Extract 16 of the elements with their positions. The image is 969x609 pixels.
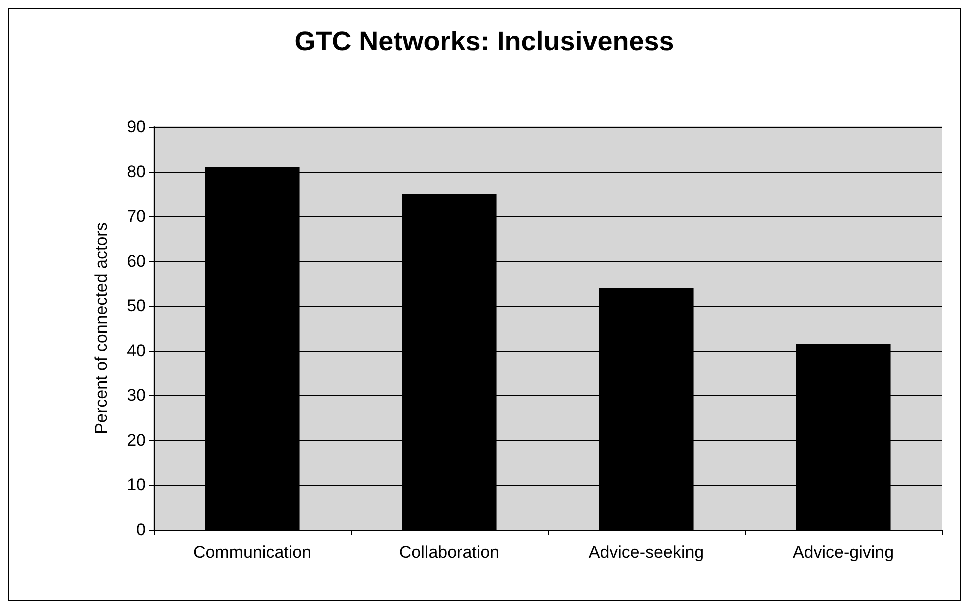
chart-title: GTC Networks: Inclusiveness [294,26,674,56]
y-tick-label: 60 [127,252,146,271]
y-tick-label: 30 [127,386,146,406]
x-tick-label: Communication [193,543,312,562]
y-axis-title: Percent of connected actors [92,222,111,434]
y-tick-label: 10 [127,476,146,495]
x-tick-label: Advice-giving [792,543,894,562]
y-tick-label: 40 [127,341,146,360]
y-tick-label: 20 [127,430,146,450]
x-tick-label: Advice-seeking [588,543,704,562]
x-tick-label: Collaboration [399,543,500,562]
y-tick-label: 70 [127,207,146,226]
y-tick-label: 0 [136,520,146,540]
y-tick-label: 90 [127,118,146,136]
y-tick-label: 80 [127,162,146,182]
y-tick-label: 50 [127,296,146,316]
